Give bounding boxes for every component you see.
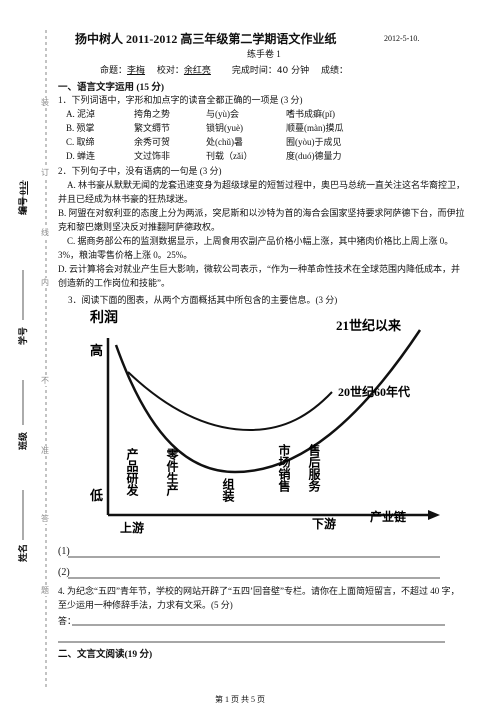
- question: 3．阅读下面的图表，从两个方面概括其中所包含的主要信息。(3 分): [68, 295, 338, 305]
- info: 成绩：: [321, 66, 349, 76]
- info: 校对：: [156, 66, 184, 76]
- option-cell: 嗜书成癖(pǐ): [286, 109, 335, 119]
- curve: [127, 371, 333, 432]
- stage-label: 售后服务: [307, 443, 321, 493]
- option: C. 据商务部公布的监测数据显示，上周食用农副产品价格小幅上涨，其中猪肉价格比上…: [58, 236, 454, 260]
- field-value: 012: [18, 181, 28, 195]
- stage-label: 市场销售: [277, 443, 291, 493]
- title: 扬中树人 2011-2012 高三年级第二学期语文作业纸: [75, 32, 337, 46]
- info: 余红亮: [183, 66, 211, 76]
- seal-char: 答: [41, 514, 49, 524]
- question: 4. 为纪念“五四”青年节，学校的网站开辟了“五四’回音壁”专栏。请你在上面简短…: [58, 586, 460, 610]
- stage-label: 零件生产: [165, 448, 179, 497]
- seal-char: 题: [41, 586, 49, 596]
- seal-char: 内: [41, 278, 49, 288]
- high-label: 高: [90, 343, 103, 358]
- option-cell: 刊载（zǎi）: [206, 151, 253, 161]
- option-cell: 繁文缛节: [134, 123, 171, 133]
- info: 命题：: [100, 66, 128, 76]
- section-title: 二、文言文阅读(19 分): [58, 650, 153, 660]
- field-label: 学号: [18, 326, 28, 345]
- seal-char: 订: [41, 168, 49, 178]
- answer-label: (1): [58, 546, 70, 557]
- option-cell: 挎角之势: [134, 109, 171, 119]
- stage-label: 组装: [221, 477, 235, 503]
- seal-char: 准: [41, 446, 49, 456]
- option-cell: A. 泥淖: [66, 109, 95, 119]
- answer-label: 答：: [58, 616, 77, 626]
- seal-char: 线: [41, 228, 49, 238]
- x-label: 产业链: [370, 509, 407, 524]
- section-title: 一、语言文字运用 (15 分): [58, 83, 165, 93]
- field-label: 编号: [18, 196, 28, 215]
- diagram: 利润 高 低 上游 下游 产业链 21世纪以来 20世纪60年代 产品研发 零件…: [89, 309, 440, 535]
- seal-char: 不: [41, 376, 49, 386]
- option: D. 云计算将会对就业产生巨大影响，微软公司表示，“作为一种革命性技术在全球范围…: [58, 264, 460, 288]
- option-cell: B. 殒掌: [66, 123, 95, 133]
- curve: [114, 329, 422, 474]
- field-label: 班级: [18, 431, 28, 450]
- option-cell: D. 蝉连: [66, 151, 95, 161]
- field: 编号 012: [16, 181, 29, 215]
- option-cell: 处(chǔ)暑: [206, 137, 243, 147]
- field-label: 姓名: [18, 543, 28, 562]
- option-cell: 文过饰非: [134, 151, 171, 161]
- option: A. 林书豪从默默无闻的龙套迅速变身为超级球星的短暂过程中，奥巴马总统一直关注这…: [58, 180, 466, 204]
- y-label: 利润: [90, 309, 118, 326]
- question: 1．下列词语中，字形和加点字的读音全都正确的一项是 (3 分): [58, 95, 303, 105]
- curve-label: 20世纪60年代: [338, 384, 410, 399]
- info: 完成时间：40 分钟: [231, 66, 310, 76]
- answer-label: (2): [58, 567, 70, 578]
- option-cell: 顺蔓(màn)摸瓜: [286, 123, 344, 133]
- low-label: 低: [89, 488, 103, 503]
- curve-label: 21世纪以来: [336, 318, 402, 333]
- option-cell: 囿(yòu)于成见: [286, 137, 342, 147]
- option: B. 阿盟在对叙利亚的态度上分为两派，突尼斯和以沙特为首的海合会国家坚持要求阿萨…: [58, 208, 465, 232]
- stage-label: 产品研发: [125, 447, 139, 497]
- downstream-label: 下游: [312, 516, 336, 531]
- seal-char: 装: [41, 98, 49, 108]
- question: 2．下列句子中，没有语病的一句是 (3 分): [58, 166, 222, 176]
- option-cell: C. 取缔: [66, 137, 95, 147]
- option-cell: 与(yù)会: [206, 109, 239, 119]
- footer: 第 1 页 共 5 页: [215, 695, 265, 704]
- option-cell: 余秀可贺: [134, 137, 171, 147]
- date: 2012-5-10.: [384, 34, 420, 43]
- option-cell: 锁钥(yuè): [206, 123, 243, 133]
- info: 李梅: [127, 66, 146, 76]
- upstream-label: 上游: [120, 520, 144, 535]
- info-line: 命题：李梅 校对：余红亮 完成时间：40 分钟 成绩：: [100, 63, 348, 76]
- subtitle: 练手卷 1: [247, 49, 281, 59]
- arrow: [428, 510, 440, 520]
- option-cell: 度(duó)德量力: [286, 151, 342, 161]
